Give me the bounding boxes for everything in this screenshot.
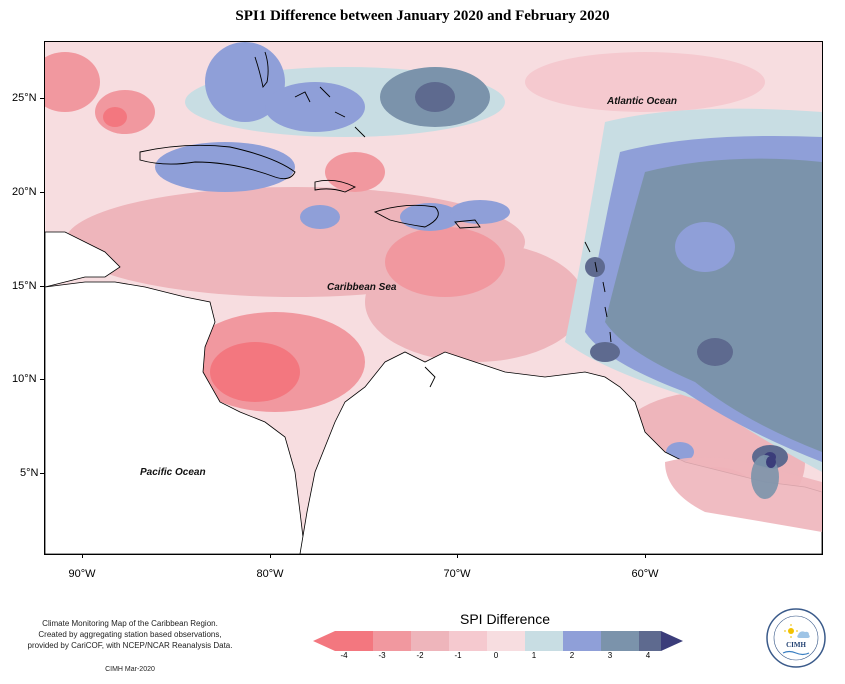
lon-tick [645,554,646,558]
lat-label-25n: 25°N [12,92,37,104]
legend-arrow-right [661,631,683,651]
wet-area [605,158,822,452]
label-atlantic-ocean: Atlantic Ocean [607,96,678,107]
dry-area [325,152,385,192]
islands [139,51,612,388]
sun-icon [784,624,798,638]
lat-tick [40,98,44,99]
lon-tick [82,554,83,558]
lat-label-5n: 5°N [20,467,39,479]
label-caribbean-sea: Caribbean Sea [327,282,397,293]
legend-tick-label: 3 [607,651,613,660]
legend-swatch [525,631,563,651]
wet-area [155,142,295,192]
wet-area [697,338,733,366]
credits-line: Created by aggregating station based obs… [38,630,222,639]
wet-area [205,42,285,122]
land-yucatan [45,231,121,288]
lat-tick [40,379,44,380]
legend-swatch [563,631,601,651]
legend-tick-label: 2 [569,651,575,660]
wet-area [400,203,460,231]
legend-swatch [487,631,525,651]
legend-tick-label: -1 [454,651,462,660]
lat-label-10n: 10°N [12,373,37,385]
legend-colorbar [313,631,683,651]
dry-area [103,107,127,127]
logo-text: CIMH [786,641,806,649]
legend-swatch [449,631,487,651]
map-canvas [45,42,822,554]
wet-area [300,205,340,229]
legend-tick-label: 4 [645,651,651,660]
label-pacific-ocean: Pacific Ocean [140,467,206,478]
island-jamaica [314,179,357,193]
credits-text: Climate Monitoring Map of the Caribbean … [0,618,260,651]
lat-label-15n: 15°N [12,280,37,292]
florida [254,51,269,89]
island-hispaniola [373,204,439,228]
lat-tick [40,286,44,287]
legend-arrow-left [313,631,335,651]
wet-anomaly-areas [155,42,822,473]
cloud-icon [797,631,810,638]
lon-label-70w: 70°W [443,568,471,580]
lon-tick [270,554,271,558]
land-central-america [45,281,306,554]
dry-area [210,342,300,402]
island-bahamas [294,86,366,138]
legend-tick-label: 1 [531,651,537,660]
wet-area [590,342,620,362]
dry-area [525,52,765,112]
map-title: SPI1 Difference between January 2020 and… [235,8,610,24]
lat-tick [40,192,44,193]
island-aruba [424,366,436,388]
lon-tick [457,554,458,558]
credits-date: CIMH Mar-2020 [105,666,155,673]
legend-swatch [335,631,373,651]
wet-area [675,222,735,272]
legend-swatch [639,631,661,651]
wet-area [450,200,510,224]
dry-area [385,227,505,297]
lat-tick [40,473,44,474]
credits-line: Climate Monitoring Map of the Caribbean … [42,619,218,628]
dry-area [45,52,100,112]
lon-label-90w: 90°W [68,568,96,580]
wet-area [265,82,365,132]
cimh-logo: CIMH [766,608,826,668]
legend-title: SPI Difference [459,611,550,627]
wet-area [585,257,605,277]
legend-swatch [601,631,639,651]
lat-label-20n: 20°N [12,186,37,198]
credits-line: provided by CariCOF, with NCEP/NCAR Rean… [27,641,233,650]
legend-tick-label: -2 [416,651,424,660]
legend-swatch [411,631,449,651]
island-lesser-antilles [584,241,612,343]
wave-icon [782,650,810,656]
legend-swatch [373,631,411,651]
lon-label-60w: 60°W [631,568,659,580]
land-edge-anomaly [665,455,822,532]
spi-difference-map: Atlantic Ocean Caribbean Sea Pacific Oce… [44,41,823,555]
island-cuba [139,144,296,180]
legend-tick-label: -4 [340,651,348,660]
island-puerto-rico [454,219,481,229]
legend-tick-label: -3 [378,651,386,660]
lon-label-80w: 80°W [256,568,284,580]
wet-area [415,82,455,112]
legend-tick-label: 0 [493,651,499,660]
